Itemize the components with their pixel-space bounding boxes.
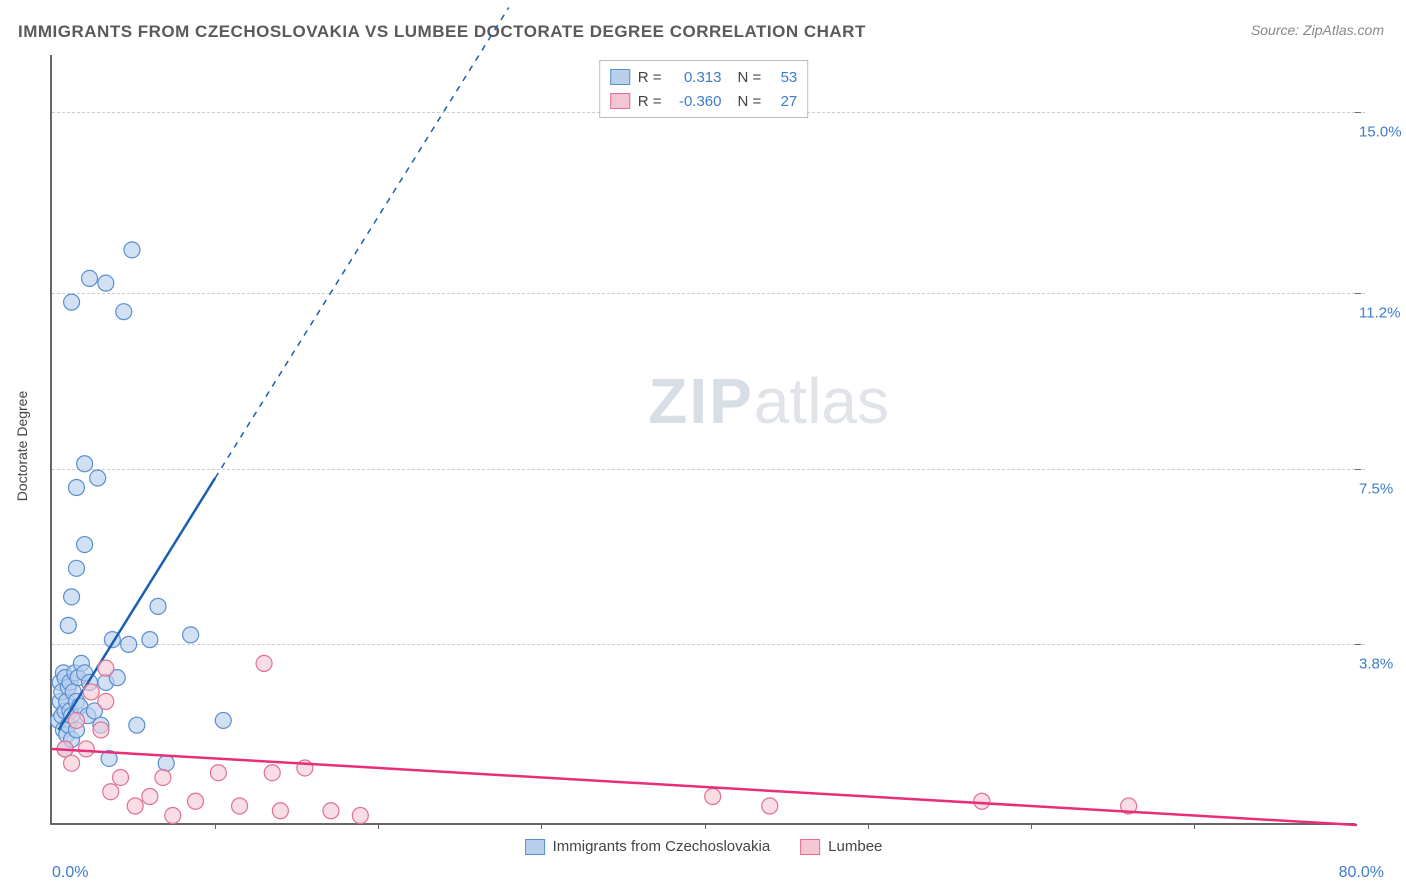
legend-swatch [800, 839, 820, 855]
y-tick-label: 15.0% [1359, 124, 1405, 141]
data-point [83, 684, 99, 700]
data-point [129, 717, 145, 733]
n-value: 27 [769, 93, 797, 110]
data-point [77, 456, 93, 472]
data-point [116, 304, 132, 320]
data-point [82, 270, 98, 286]
r-label: R = [638, 69, 662, 86]
n-label: N = [738, 69, 762, 86]
legend-stat-row: R = -0.360 N = 27 [610, 89, 798, 113]
legend-swatch [525, 839, 545, 855]
y-tick-label: 11.2% [1359, 304, 1405, 321]
data-point [352, 807, 368, 823]
x-tick [541, 823, 542, 829]
data-point [98, 693, 114, 709]
data-point [93, 722, 109, 738]
data-point [78, 741, 94, 757]
data-point [98, 275, 114, 291]
x-tick [378, 823, 379, 829]
r-value: -0.360 [670, 93, 722, 110]
plot-area: ZIPatlas 3.8%7.5%11.2%15.0% R =0.313N =5… [50, 55, 1355, 825]
trendline [59, 478, 216, 730]
data-point [232, 798, 248, 814]
data-point [60, 617, 76, 633]
x-axis-min: 0.0% [52, 864, 88, 882]
trendline-dash [215, 7, 509, 478]
data-point [142, 632, 158, 648]
data-point [64, 755, 80, 771]
data-point [188, 793, 204, 809]
data-point [762, 798, 778, 814]
data-point [183, 627, 199, 643]
legend-stat-row: R = 0.313 N = 53 [610, 65, 798, 89]
data-point [127, 798, 143, 814]
y-axis-label: Doctorate Degree [14, 391, 30, 502]
trendline [52, 749, 1357, 825]
data-point [210, 765, 226, 781]
data-point [272, 803, 288, 819]
legend-stats: R = 0.313 N = 53 R = -0.360 N = 27 [599, 60, 809, 118]
data-point [64, 589, 80, 605]
legend-item: Immigrants from Czechoslovakia [525, 838, 771, 855]
data-point [68, 560, 84, 576]
data-point [90, 470, 106, 486]
legend-series: Immigrants from Czechoslovakia Lumbee [525, 838, 883, 855]
y-tick-label: 7.5% [1359, 480, 1405, 497]
data-point [113, 769, 129, 785]
source-label: Source: ZipAtlas.com [1251, 22, 1384, 38]
x-tick [215, 823, 216, 829]
data-point [215, 712, 231, 728]
data-point [155, 769, 171, 785]
r-value: 0.313 [670, 69, 722, 86]
data-point [142, 788, 158, 804]
data-point [64, 294, 80, 310]
x-axis-max: 80.0% [1339, 864, 1384, 882]
data-point [121, 636, 137, 652]
data-point [68, 480, 84, 496]
data-point [974, 793, 990, 809]
x-tick [1194, 823, 1195, 829]
legend-swatch [610, 93, 630, 109]
legend-label: Immigrants from Czechoslovakia [553, 838, 771, 855]
legend-swatch [610, 69, 630, 85]
data-point [165, 807, 181, 823]
data-point [705, 788, 721, 804]
data-point [158, 755, 174, 771]
x-tick [705, 823, 706, 829]
legend-label: Lumbee [828, 838, 882, 855]
y-tick-label: 3.8% [1359, 656, 1405, 673]
r-label: R = [638, 93, 662, 110]
data-point [256, 655, 272, 671]
scatter-svg [52, 55, 1355, 823]
n-label: N = [738, 93, 762, 110]
chart-title: IMMIGRANTS FROM CZECHOSLOVAKIA VS LUMBEE… [18, 22, 866, 42]
n-value: 53 [769, 69, 797, 86]
data-point [68, 712, 84, 728]
x-tick [1031, 823, 1032, 829]
data-point [150, 598, 166, 614]
data-point [77, 537, 93, 553]
data-point [323, 803, 339, 819]
legend-item: Lumbee [800, 838, 882, 855]
data-point [124, 242, 140, 258]
data-point [264, 765, 280, 781]
data-point [98, 660, 114, 676]
x-tick [868, 823, 869, 829]
data-point [103, 784, 119, 800]
